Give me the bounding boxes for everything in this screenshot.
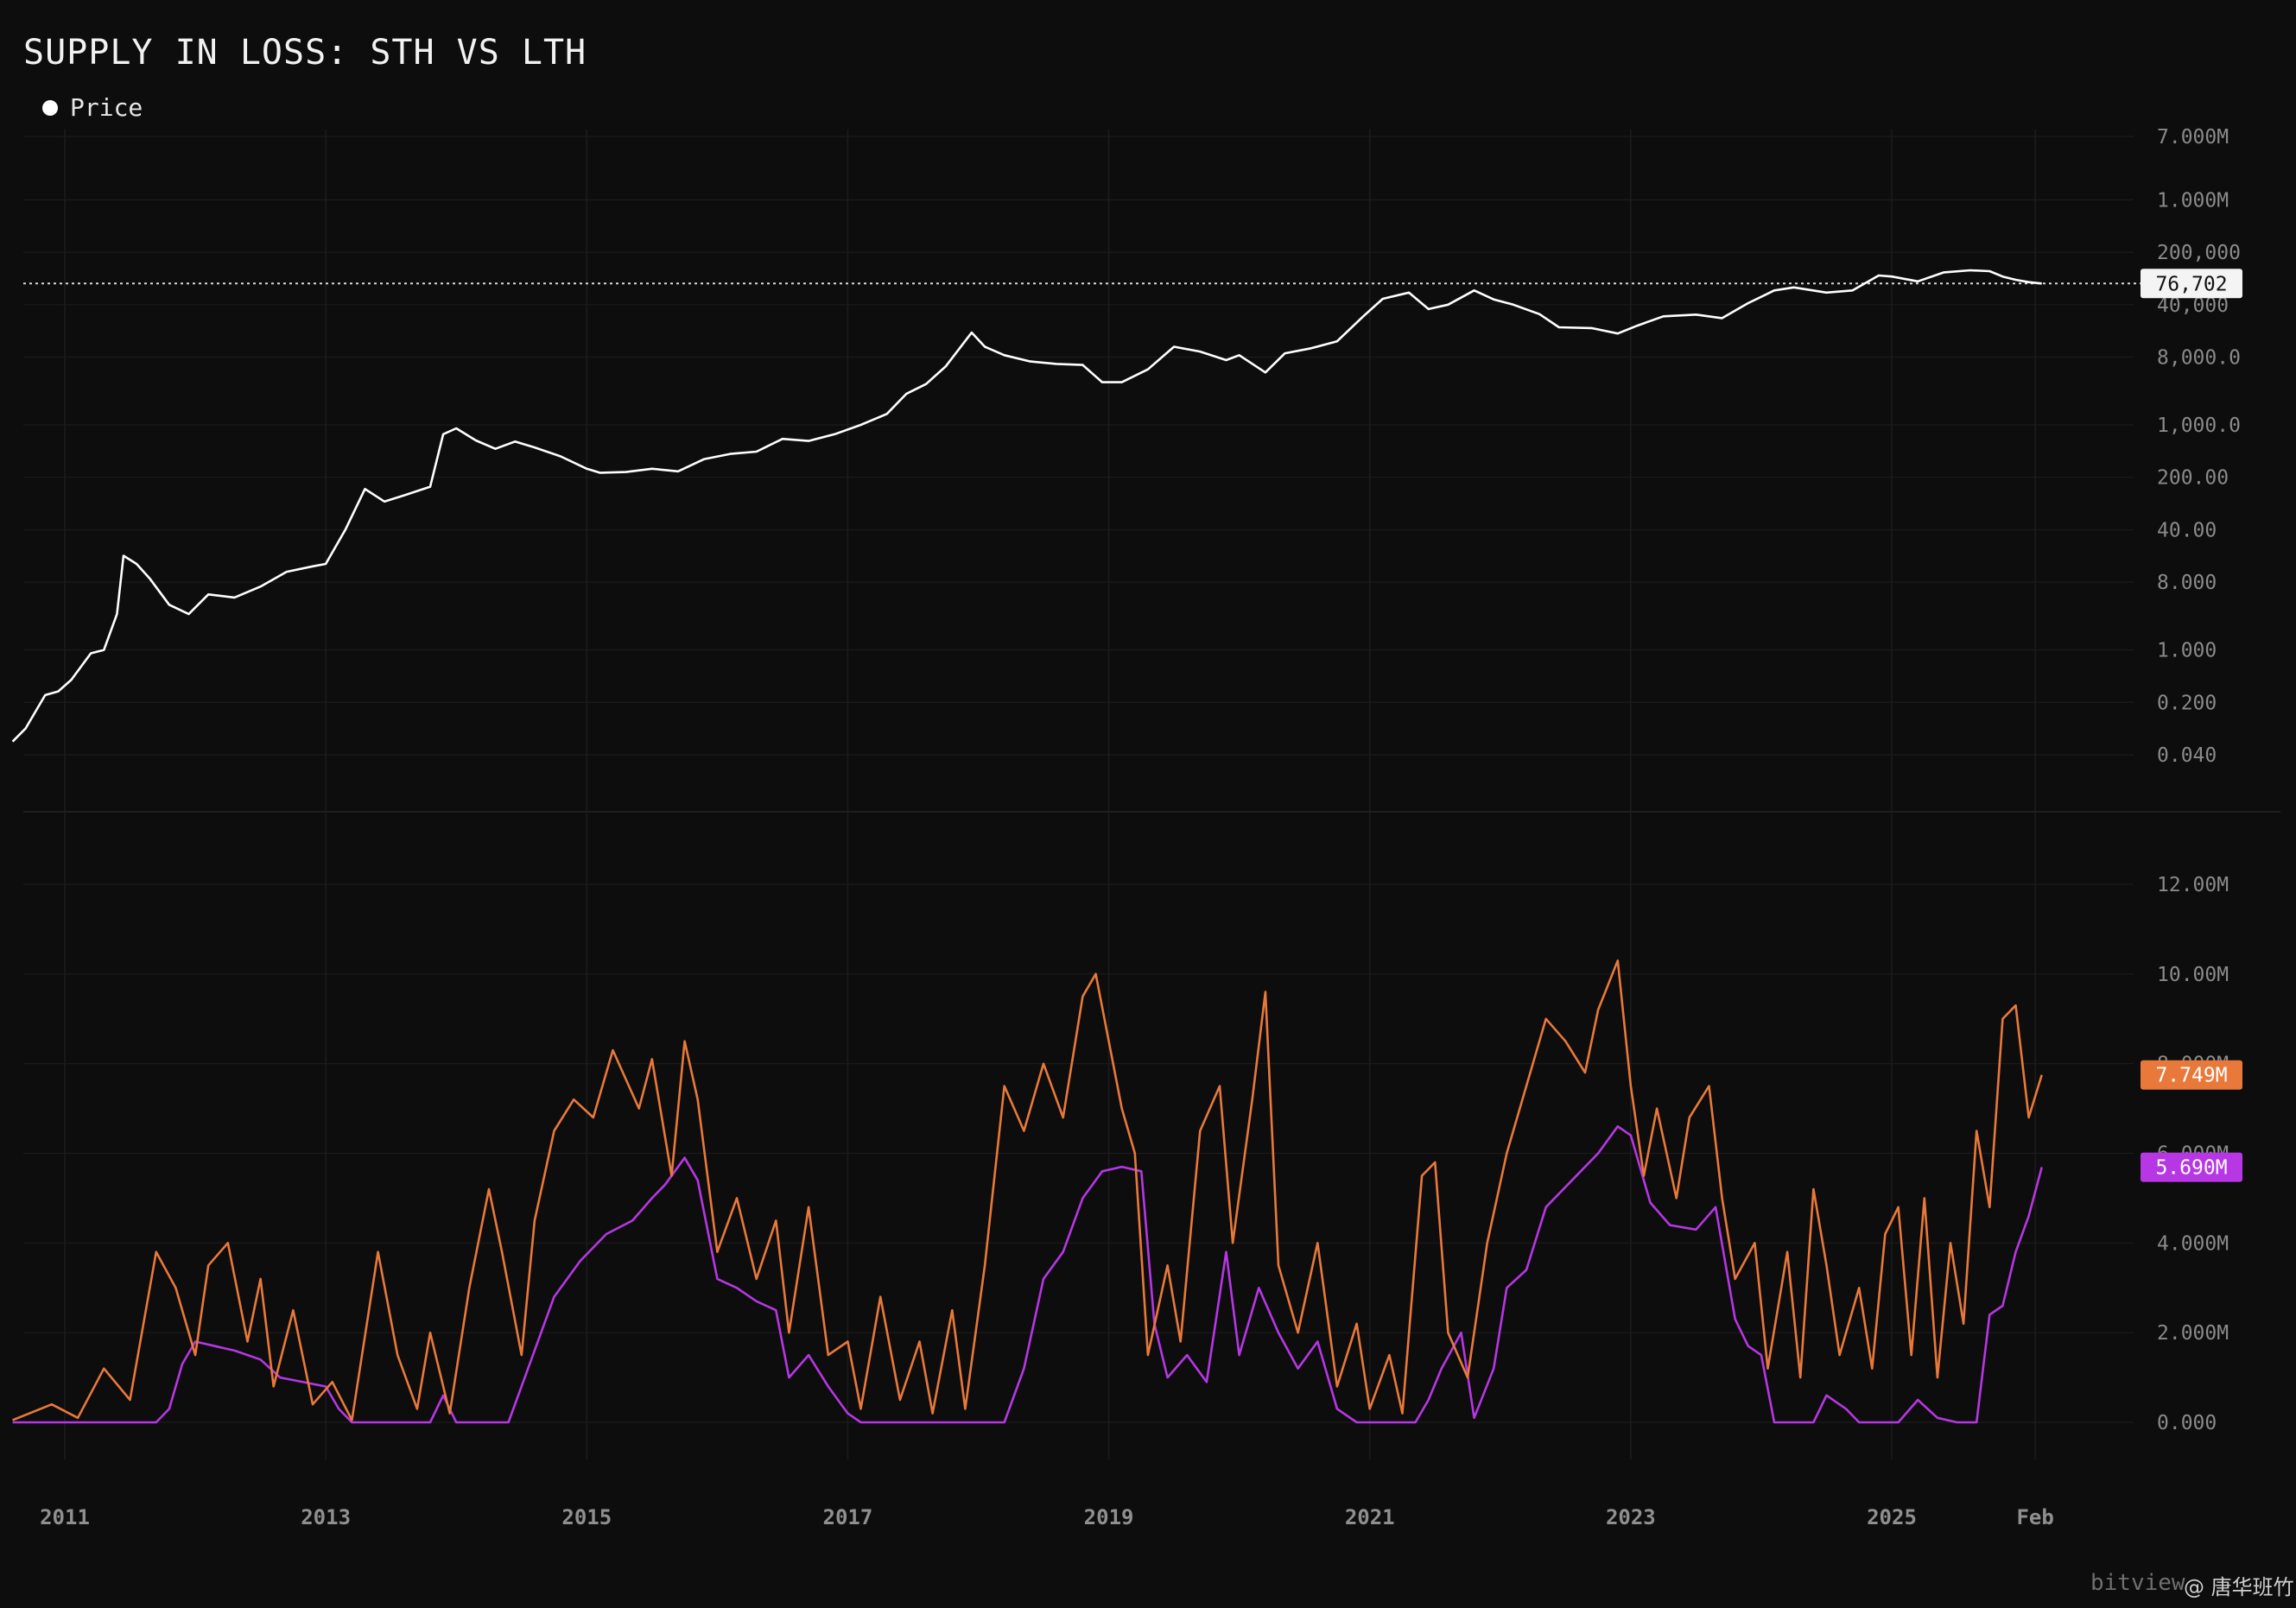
price-tick-label: 200,000 bbox=[2157, 242, 2241, 264]
supply-tick-label: 4.000M bbox=[2157, 1232, 2229, 1255]
sth-value-badge: 7.749M bbox=[2141, 1060, 2242, 1090]
legend-price-label[interactable]: Price bbox=[70, 93, 143, 122]
price-value-badge-label: 76,702 bbox=[2155, 273, 2227, 295]
legend-price-dot bbox=[42, 99, 58, 116]
price-tick-label: 1.000M bbox=[2157, 189, 2229, 212]
price-tick-label: 0.040 bbox=[2157, 744, 2217, 767]
lth-value-badge-label: 5.690M bbox=[2155, 1157, 2227, 1180]
x-tick-label: 2011 bbox=[40, 1505, 90, 1529]
x-tick-label: Feb bbox=[2016, 1505, 2053, 1529]
watermark-brand: bitview bbox=[2090, 1570, 2185, 1596]
x-tick-label: 2015 bbox=[561, 1505, 612, 1529]
price-tick-label: 200.00 bbox=[2157, 467, 2229, 490]
price-tick-label: 8.000 bbox=[2157, 572, 2217, 594]
supply-tick-label: 2.000M bbox=[2157, 1322, 2229, 1345]
supply-tick-label: 10.00M bbox=[2157, 964, 2229, 986]
price-value-badge: 76,702 bbox=[2141, 269, 2242, 299]
sth-value-badge-bg bbox=[2141, 1060, 2242, 1090]
price-tick-label: 7.000M bbox=[2157, 126, 2229, 149]
value-badges: 76,702 7.749M 5.690M bbox=[2141, 269, 2242, 1182]
price-series-line[interactable] bbox=[11, 269, 2042, 743]
price-tick-label: 8,000.0 bbox=[2157, 347, 2241, 370]
x-axis: 2011 2013 2015 2017 2019 2021 2023 2025 Feb bbox=[40, 1505, 2054, 1529]
grid bbox=[23, 130, 2134, 1459]
price-tick-label: 0.200 bbox=[2157, 692, 2217, 714]
watermark-user: @ 唐华班竹 bbox=[2184, 1575, 2294, 1599]
lth-series-line[interactable] bbox=[12, 1125, 2043, 1424]
x-tick-label: 2023 bbox=[1606, 1505, 1656, 1529]
price-value-badge-bg bbox=[2141, 269, 2242, 299]
x-tick-label: 2017 bbox=[823, 1505, 873, 1529]
price-tick-label: 40.00 bbox=[2157, 519, 2217, 541]
x-tick-label: 2013 bbox=[301, 1505, 351, 1529]
sth-series-line[interactable] bbox=[12, 959, 2043, 1421]
sth-value-badge-label: 7.749M bbox=[2155, 1065, 2227, 1087]
x-tick-label: 2025 bbox=[1867, 1505, 1917, 1529]
supply-tick-label: 12.00M bbox=[2157, 874, 2229, 896]
lth-value-badge: 5.690M bbox=[2141, 1152, 2242, 1182]
legend: Price bbox=[42, 93, 143, 122]
supply-tick-label: 0.000 bbox=[2157, 1412, 2217, 1434]
price-tick-label: 1,000.0 bbox=[2157, 415, 2241, 437]
x-tick-label: 2021 bbox=[1345, 1505, 1395, 1529]
lth-value-badge-bg bbox=[2141, 1152, 2242, 1182]
x-tick-label: 2019 bbox=[1084, 1505, 1134, 1529]
price-y-axis: 7.000M1.000M200,00040,0008,000.01,000.02… bbox=[2157, 126, 2241, 767]
chart-title: SUPPLY IN LOSS: STH VS LTH bbox=[23, 33, 587, 73]
price-tick-label: 1.000 bbox=[2157, 640, 2217, 662]
